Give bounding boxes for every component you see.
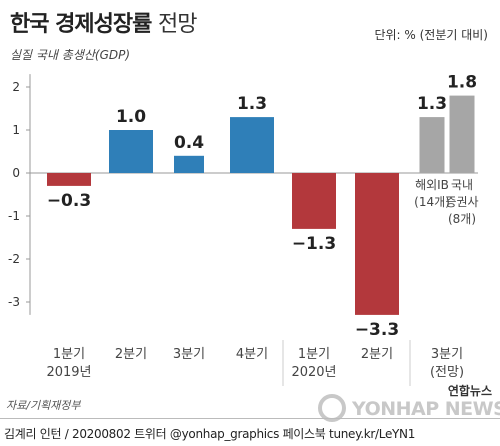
y-tick-label: 1 [12,123,20,137]
bar [419,117,445,173]
bar-sublabel: 증권사 [445,195,478,209]
y-tick-label: -2 [8,252,20,266]
y-tick-label: -3 [8,295,20,309]
y-tick-label: 2 [12,80,20,94]
bar-sublabel: (8개) [448,212,476,226]
x-tick-label: 2020년 [291,365,336,380]
credit-line: 김계리 인턴 / 20200802 트위터 @yonhap_graphics 페… [4,427,416,441]
bar [292,173,336,229]
y-tick-label: -1 [8,209,20,223]
data-label: 1.3 [237,94,267,114]
title-sub: 전망 [158,12,197,37]
bar [449,95,475,173]
bar [230,117,274,173]
data-label: 1.3 [417,94,447,114]
x-tick-label: 4분기 [236,347,268,362]
yonhap-watermark-icon [318,394,346,422]
x-tick-label: 1분기 [298,347,330,362]
data-label: −1.3 [292,234,336,254]
unit-label: 단위: % (전분기 대비) [374,28,488,42]
x-tick-label: 2분기 [361,347,393,362]
bar [174,155,204,173]
title-main: 한국 경제성장률 [10,12,152,37]
watermark: YONHAP NEWS [352,398,500,420]
data-label: 1.0 [116,107,146,127]
bar-sublabel: (14개) [414,195,450,209]
x-tick-label: (전망) [430,365,464,380]
chart-subtitle: 실질 국내 총생산(GDP) [10,48,131,62]
x-tick-label: 1분기 [53,347,85,362]
yonhap-logo: 연합뉴스 [447,384,492,398]
x-tick-label: 3분기 [173,347,205,362]
bar-sublabel: 국내 [451,178,473,192]
y-tick-label: 0 [12,166,20,180]
data-label: −0.3 [47,191,91,211]
bar [109,130,153,173]
data-label: −3.3 [355,320,399,340]
data-label: 0.4 [174,133,204,153]
x-tick-label: 2분기 [115,347,147,362]
bar-sublabel: 해외IB [415,178,449,192]
footer-bar: 김계리 인턴 / 20200802 트위터 @yonhap_graphics 페… [0,418,500,446]
chart-title: 한국 경제성장률 전망 [10,6,198,38]
x-tick-label: 3분기 [431,347,463,362]
data-label: 1.8 [447,73,477,93]
x-tick-label: 2019년 [46,365,91,380]
source-note: 자료/기획재정부 [6,399,81,412]
bar [355,173,399,315]
bar [47,173,91,186]
